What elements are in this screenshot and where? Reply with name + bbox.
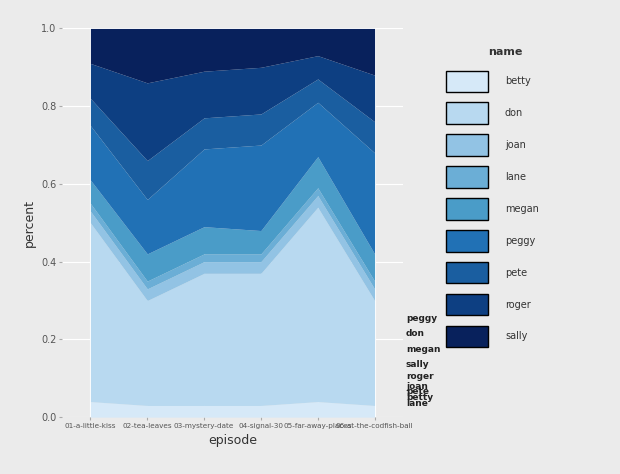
Text: joan: joan bbox=[406, 382, 428, 391]
Text: roger: roger bbox=[406, 372, 433, 381]
FancyBboxPatch shape bbox=[446, 230, 489, 252]
FancyBboxPatch shape bbox=[446, 262, 489, 283]
Text: name: name bbox=[488, 47, 522, 57]
FancyBboxPatch shape bbox=[446, 294, 489, 315]
Text: joan: joan bbox=[505, 140, 526, 150]
FancyBboxPatch shape bbox=[446, 102, 489, 124]
Text: peggy: peggy bbox=[505, 236, 535, 246]
FancyBboxPatch shape bbox=[446, 71, 489, 92]
FancyBboxPatch shape bbox=[446, 134, 489, 156]
Text: peggy: peggy bbox=[406, 313, 437, 322]
Text: lane: lane bbox=[406, 399, 428, 408]
Text: betty: betty bbox=[406, 393, 433, 402]
Text: pete: pete bbox=[505, 268, 527, 278]
Text: don: don bbox=[505, 108, 523, 118]
Y-axis label: percent: percent bbox=[22, 199, 35, 247]
Text: don: don bbox=[406, 329, 425, 338]
Text: sally: sally bbox=[505, 331, 528, 341]
FancyBboxPatch shape bbox=[446, 166, 489, 188]
Text: lane: lane bbox=[505, 172, 526, 182]
X-axis label: episode: episode bbox=[208, 434, 257, 447]
Text: pete: pete bbox=[406, 387, 429, 396]
Text: betty: betty bbox=[505, 76, 531, 86]
Text: megan: megan bbox=[406, 345, 440, 354]
Text: sally: sally bbox=[406, 360, 430, 369]
FancyBboxPatch shape bbox=[446, 198, 489, 219]
Text: megan: megan bbox=[505, 204, 539, 214]
FancyBboxPatch shape bbox=[446, 326, 489, 347]
Text: roger: roger bbox=[505, 300, 531, 310]
